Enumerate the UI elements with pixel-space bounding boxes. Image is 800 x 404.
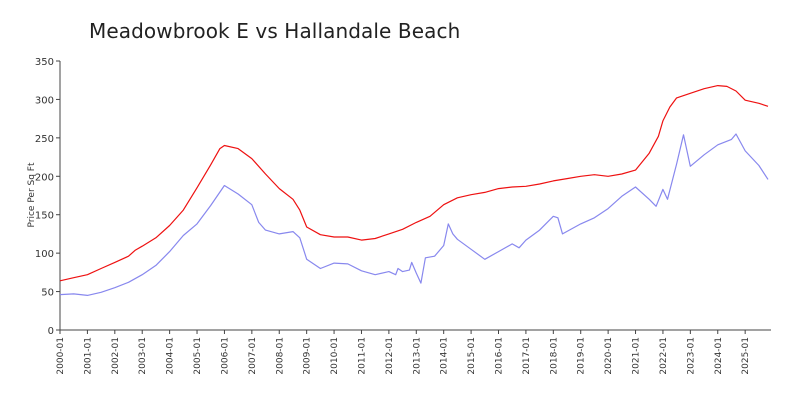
x-tick-label: 2015-01 xyxy=(467,337,477,375)
y-tick-label: 350 xyxy=(35,57,54,68)
y-tick-label: 150 xyxy=(35,211,54,222)
chart-title: Meadowbrook E vs Hallandale Beach xyxy=(89,19,461,43)
series-line-2 xyxy=(59,133,769,296)
x-tick-label: 2013-01 xyxy=(412,337,422,375)
series-line-1 xyxy=(59,85,769,282)
x-ticks: 2000-01 2001-01 2002-01 2003-01 2004-01 2005-… xyxy=(56,330,751,375)
x-tick-label: 2007-01 xyxy=(248,337,258,375)
y-ticks: 0 50 100 150 200 250 300 350 xyxy=(35,57,60,337)
x-tick-label: 2000-01 xyxy=(56,337,66,375)
x-tick-label: 2019-01 xyxy=(577,337,587,375)
y-tick-label: 300 xyxy=(35,95,54,106)
x-tick-label: 2011-01 xyxy=(357,337,367,375)
series-layer xyxy=(59,85,769,296)
x-tick-label: 2018-01 xyxy=(549,337,559,375)
x-tick-label: 2003-01 xyxy=(138,337,148,375)
x-tick-label: 2021-01 xyxy=(632,337,642,375)
x-tick-label: 2023-01 xyxy=(686,337,696,375)
x-tick-label: 2004-01 xyxy=(166,337,176,375)
y-tick-label: 50 xyxy=(41,288,54,299)
x-tick-label: 2008-01 xyxy=(275,337,285,375)
x-tick-label: 2016-01 xyxy=(495,337,505,375)
x-tick-label: 2006-01 xyxy=(220,337,230,375)
x-tick-label: 2024-01 xyxy=(714,337,724,375)
x-tick-label: 2020-01 xyxy=(604,337,614,375)
x-tick-label: 2014-01 xyxy=(440,337,450,375)
x-tick-label: 2005-01 xyxy=(193,337,203,375)
x-tick-label: 2001-01 xyxy=(83,337,93,375)
x-tick-label: 2017-01 xyxy=(522,337,532,375)
y-tick-label: 200 xyxy=(35,172,54,183)
x-tick-label: 2009-01 xyxy=(303,337,313,375)
y-tick-label: 250 xyxy=(35,134,54,145)
x-tick-label: 2022-01 xyxy=(659,337,669,375)
y-tick-label: 100 xyxy=(35,249,54,260)
x-tick-label: 2025-01 xyxy=(741,337,751,375)
x-tick-label: 2012-01 xyxy=(385,337,395,375)
y-tick-label: 0 xyxy=(48,326,54,337)
y-axis-label: Price Per Sq Ft xyxy=(27,162,37,227)
x-tick-label: 2002-01 xyxy=(111,337,121,375)
x-tick-label: 2010-01 xyxy=(330,337,340,375)
